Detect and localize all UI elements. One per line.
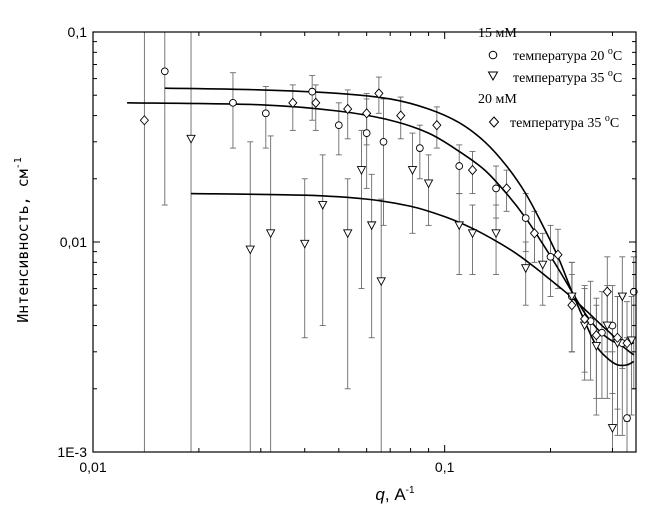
triangle-marker [376,277,386,287]
data-markers [139,67,638,434]
diamond-marker [467,164,478,176]
circle-marker [415,144,424,152]
diamond-marker [432,119,442,131]
legend-entry-15mm-20c: температура 20 oC [488,46,622,64]
circle-marker [546,252,555,261]
diamond-marker [591,329,601,341]
legend-label-15mm-20c: температура 20 oC [513,46,622,64]
fit-curves [127,87,635,367]
triangle-marker [245,245,256,255]
triangle-marker [423,179,434,189]
y-tick-label: 0,01 [60,234,87,250]
diamond-marker [580,313,590,325]
circle-marker [229,98,237,107]
circle-marker [379,137,388,146]
diamond-marker [602,286,612,297]
diamond-marker [343,103,353,115]
fit-curve-2 [127,102,634,345]
triangle-marker [617,292,628,302]
circle-marker [261,109,270,118]
triangle-marker [591,341,602,351]
x-axis-title: q, А-1 [375,485,415,504]
diamond-marker [529,228,540,239]
legend-entry-20mm-35c: температура 35 oC [488,113,619,131]
diamond-marker [139,115,149,126]
triangle-marker [366,221,377,231]
triangle-marker [520,264,531,274]
triangle-marker [356,166,367,176]
x-tick-label: 0,01 [79,459,106,475]
triangle-marker [467,229,478,239]
x-tick-label: 0,1 [435,459,455,475]
legend-label-20mm-35c: температура 35 oC [510,113,619,131]
y-axis-title: Интенсивность, см-1 [13,157,32,323]
triangle-marker [537,260,548,270]
diamond-marker [501,183,512,194]
diamond-marker [288,97,298,108]
circle-marker [362,129,371,137]
circle-marker [623,414,631,422]
triangle-marker [454,221,464,231]
triangle-marker [602,321,613,331]
legend: 15 мМ температура 20 oC температура 35 o… [478,26,622,131]
circle-marker [521,214,530,222]
fit-curve-3 [191,192,635,356]
y-tick-label: 1E-3 [57,444,87,460]
diamond-marker [311,97,321,108]
diamond-marker [612,332,623,343]
triangle-marker [299,239,310,249]
legend-entry-15mm-35c: температура 35 oC [487,68,622,86]
error-bars [143,32,637,452]
circle-marker [455,162,464,170]
circle-marker [334,121,343,130]
legend-circle-marker [488,50,498,60]
legend-group-20mm: 20 мМ [478,92,517,107]
triangle-marker [491,229,501,239]
triangle-marker [342,229,353,239]
legend-group-15mm: 15 мМ [478,26,517,41]
legend-triangle-marker [487,71,499,82]
triangle-marker [407,166,418,176]
diamond-marker [567,300,577,311]
diamond-marker [396,110,406,121]
triangle-marker [317,201,328,210]
diamond-marker [622,337,632,349]
triangle-marker [626,336,637,346]
y-tick-label: 0,1 [68,24,88,40]
triangle-marker [607,424,618,434]
triangle-marker [186,134,196,144]
diamond-marker [553,249,563,260]
circle-marker [160,67,169,76]
diamond-marker [374,88,384,99]
axis-ticks [92,31,636,453]
circle-marker [308,87,317,96]
fit-curve-1 [164,87,635,367]
circle-marker [492,184,500,193]
legend-diamond-marker [488,116,500,128]
triangle-marker [567,292,577,302]
legend-label-15mm-35c: температура 35 oC [513,68,622,86]
diamond-marker [362,108,372,119]
triangle-marker [265,229,276,239]
